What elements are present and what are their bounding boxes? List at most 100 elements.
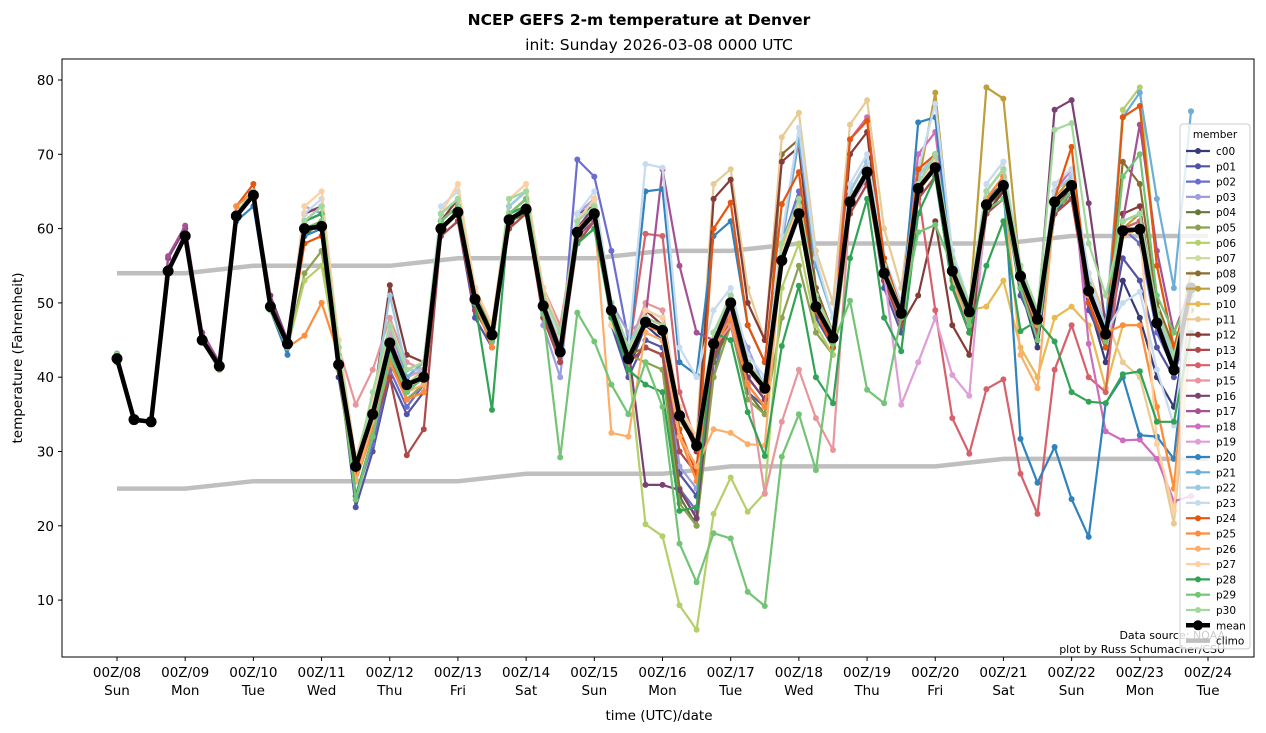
series-p19-point [949,372,956,378]
legend-entry: p14 [1186,360,1236,372]
series-p26-point [642,329,649,336]
series-p14-point [1085,374,1092,381]
series-p10-point [1000,277,1007,284]
legend-label: c00 [1216,146,1235,158]
series-p24-point [744,322,751,329]
series-p29-point [778,453,785,460]
series-p06-point [1119,106,1126,113]
series-p09-point [1000,95,1007,102]
legend-swatch-marker [1195,607,1201,613]
series-p30-point [983,188,990,195]
series-p14-point [932,307,939,314]
series-p28-point [1085,398,1092,405]
series-p28-point [847,255,853,262]
series-p15-point [812,415,819,422]
series-mean-point [1100,328,1112,340]
series-p30-point [932,151,939,158]
series-p25-point [420,389,427,396]
series-p28-point [983,262,990,269]
series-mean-point [230,210,242,222]
series-p20-point [915,119,922,126]
series-mean-point [725,297,737,309]
legend-swatch-marker [1195,362,1201,369]
series-p29-point [966,322,973,329]
series-p26-point [727,429,734,436]
legend-label: p07 [1216,253,1236,265]
legend-swatch-marker [1193,620,1203,631]
series-p29-point [403,389,410,396]
series-p12-point [1136,203,1143,210]
series-mean-point [452,206,464,218]
series-p28-point [778,343,785,349]
series-p23-point [727,285,734,291]
x-tick-day: Wed [307,683,336,699]
legend-swatch-marker [1195,545,1201,552]
series-p23-point [1051,181,1058,187]
series-p23-point [1119,299,1126,306]
y-tick-label: 50 [37,296,54,312]
series-p20-point [1034,479,1041,486]
series-p24-point [1153,262,1160,269]
legend-swatch-marker [1195,224,1201,231]
series-p28-point [1119,371,1126,378]
series-p19-point [898,401,905,408]
series-p24-point [1068,143,1075,150]
series-p11-point [778,134,785,141]
series-p29-point [795,411,802,418]
series-p29-point [710,530,717,537]
series-p21 [114,89,1194,470]
series-p30-point [506,195,513,202]
series-p26-point [676,433,683,440]
series-p29-point [591,338,598,345]
series-p21-point [1153,195,1160,202]
series-p18-point [1085,340,1092,347]
series-p23-point [676,344,683,351]
series-mean-point [776,255,788,266]
series-p18-point [1119,437,1126,444]
legend-swatch-marker [1195,484,1201,491]
series-p06-point [812,322,819,329]
series-p29-point [693,579,700,586]
series-p28-point [1102,400,1109,407]
series-p30-point [318,203,325,210]
series-mean-point [946,265,958,277]
series-p24-point [1119,114,1126,121]
series-p05-point [795,262,802,269]
legend-label: climo [1216,636,1244,648]
series-p30-point [795,195,802,202]
series-p14 [114,173,1194,517]
series-mean-point [401,379,413,391]
series-p29-point [676,540,683,547]
x-tick-label: 00Z/23 [1116,665,1164,681]
series-p15-point [386,314,393,321]
series-layer [111,84,1208,633]
series-mean-point [554,346,566,358]
series-p28-point [727,337,734,344]
series-p28-point [1017,328,1024,335]
series-p06-point [744,508,751,515]
series-p11-point [864,97,871,104]
series-p29-point [744,588,751,595]
x-tick-day: Sat [515,683,537,699]
series-p27-point [1153,441,1160,448]
series-p14-point [642,230,649,237]
series-p12-point [778,158,785,165]
y-tick-label: 70 [37,147,54,163]
legend-label: p19 [1216,437,1236,449]
legend-entry: p24 [1186,513,1236,525]
series-p23-point [1153,366,1160,373]
legend-entry: p01 [1186,161,1236,173]
series-p15-point [778,418,785,425]
series-p11-point [1170,520,1177,527]
series-p21-point [1136,89,1143,96]
y-tick-label: 10 [37,593,54,609]
series-p28-point [489,406,495,413]
series-p16-point [1068,97,1075,104]
series-p06-point [727,474,734,481]
series-mean-point [980,199,992,211]
legend-entry: p12 [1186,330,1236,342]
legend-label: p02 [1216,177,1236,189]
series-p25-point [1119,322,1126,329]
legend-swatch-marker [1195,148,1201,154]
